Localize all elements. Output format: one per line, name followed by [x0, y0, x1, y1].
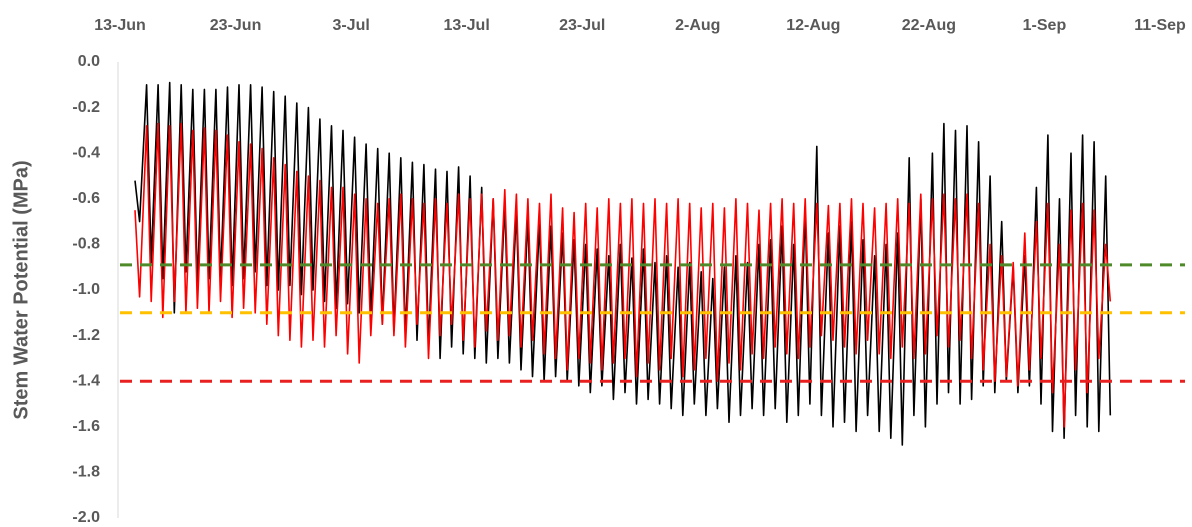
x-tick-label: 22-Aug	[902, 17, 956, 34]
y-tick-label: -2.0	[72, 509, 100, 526]
y-tick-label: -1.0	[72, 281, 100, 298]
x-tick-label: 12-Aug	[786, 17, 840, 34]
x-tick-label: 3-Jul	[332, 17, 369, 34]
y-tick-label: -0.8	[72, 236, 100, 253]
x-tick-label: 13-Jun	[94, 17, 146, 34]
x-tick-label: 23-Jul	[559, 17, 605, 34]
x-tick-label: 1-Sep	[1023, 17, 1067, 34]
y-tick-label: -1.6	[72, 418, 100, 435]
x-tick-label: 23-Jun	[210, 17, 262, 34]
y-tick-label: 0.0	[78, 53, 100, 70]
y-tick-label: -0.4	[72, 144, 100, 161]
y-tick-label: -0.2	[72, 99, 100, 116]
series-line	[134, 81, 1112, 446]
y-tick-label: -1.8	[72, 464, 100, 481]
y-axis-title: Stem Water Potential (MPa)	[10, 160, 32, 419]
y-tick-label: -1.2	[72, 327, 100, 344]
x-tick-label: 11-Sep	[1134, 17, 1186, 34]
y-tick-label: -1.4	[72, 372, 100, 389]
x-tick-label: 13-Jul	[444, 17, 490, 34]
y-tick-label: -0.6	[72, 190, 100, 207]
series-line	[134, 122, 1112, 428]
x-tick-label: 2-Aug	[675, 17, 720, 34]
